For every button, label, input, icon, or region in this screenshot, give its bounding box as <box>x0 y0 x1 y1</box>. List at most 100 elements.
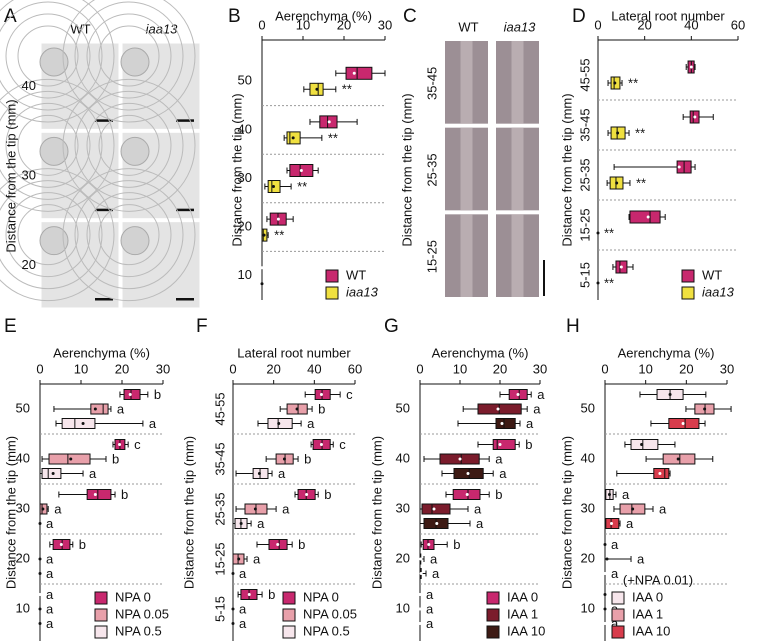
cortex-ring <box>98 114 160 176</box>
box-plot: a <box>604 516 634 531</box>
scale-bar <box>95 298 113 301</box>
significance-label: a <box>46 587 54 602</box>
y-axis-label: Distance from the tip (mm) <box>559 436 574 589</box>
box <box>629 210 661 224</box>
legend-swatch <box>325 269 339 283</box>
box-plot <box>260 261 264 274</box>
significance-label: b <box>121 487 128 502</box>
mean <box>603 593 607 596</box>
box-plot: a <box>419 516 484 531</box>
y-tick-label: 30 <box>396 500 410 515</box>
legend-swatch <box>94 625 108 639</box>
box-plot: a <box>38 587 54 602</box>
y-tick-label: 50 <box>396 400 410 415</box>
x-tick-label: 20 <box>493 361 507 376</box>
column-label: WT <box>458 19 478 34</box>
legend-title: (+NPA 0.01) <box>623 572 693 587</box>
box-plot: ** <box>283 130 338 145</box>
box-plot <box>266 212 294 226</box>
box-plot: b <box>49 537 86 552</box>
box-plot: a <box>257 416 315 431</box>
significance-label: a <box>430 551 438 566</box>
mean <box>262 233 266 237</box>
x-tick-label: 0 <box>594 17 601 32</box>
mean <box>458 457 462 461</box>
mean <box>596 231 600 235</box>
box-plot: b <box>256 537 305 552</box>
mean <box>257 472 261 475</box>
y-axis-label: Distance from the tip (mm) <box>559 93 574 246</box>
legend-swatch <box>282 608 296 622</box>
stele <box>39 47 69 77</box>
mean <box>239 522 243 525</box>
significance-label: a <box>622 487 630 502</box>
cortex-ring <box>17 204 79 266</box>
box-plot: b <box>237 587 275 602</box>
box-plot: a <box>603 537 619 552</box>
y-tick-label: 10 <box>16 600 30 615</box>
mean <box>603 622 607 625</box>
mean <box>93 407 97 411</box>
mean <box>418 607 422 611</box>
box-plot <box>628 210 666 224</box>
significance-label: a <box>611 566 619 581</box>
mean <box>596 281 600 285</box>
significance-label: b <box>154 387 161 402</box>
box-plot: a <box>53 401 125 416</box>
chart-title: Aerenchyma (%) <box>432 345 529 360</box>
x-tick-label: 10 <box>296 17 310 32</box>
significance-label: a <box>499 466 507 481</box>
mean <box>299 169 303 172</box>
cortex-ring <box>86 102 172 188</box>
x-tick-label: 10 <box>453 361 467 376</box>
box <box>421 503 451 515</box>
significance-label: a <box>537 387 545 402</box>
legend-label: NPA 0.5 <box>303 623 350 638</box>
box-plot <box>685 403 732 415</box>
legend-label: WT <box>702 267 722 282</box>
mean <box>253 507 257 511</box>
y-tick-label: 30 <box>581 500 595 515</box>
significance-label: a <box>307 416 315 431</box>
x-tick-label: 30 <box>720 361 734 376</box>
root-center <box>511 127 524 211</box>
row-label: 25-35 <box>424 153 439 186</box>
significance-label: a <box>239 616 247 631</box>
significance-label: a <box>46 601 54 616</box>
x-tick-label: 0 <box>229 361 236 376</box>
row-label: 30 <box>22 167 36 182</box>
significance-label: b <box>318 401 325 416</box>
box-plot: a <box>231 601 247 616</box>
mean <box>81 422 85 425</box>
legend-swatch <box>681 286 695 300</box>
box-plot: b <box>265 451 311 466</box>
box-plot: ** <box>606 175 646 190</box>
root-center <box>511 214 524 297</box>
box-plot: a <box>462 401 541 416</box>
box-plot: a <box>55 416 157 431</box>
mean <box>603 543 607 546</box>
legend-swatch <box>611 625 625 639</box>
y-tick-label: 30 <box>238 170 252 185</box>
root-center <box>460 214 473 297</box>
significance-label: a <box>659 501 667 516</box>
box-plot: a <box>38 516 54 531</box>
y-axis-label: Distance from the tip (mm) <box>3 436 18 589</box>
significance-label: a <box>278 466 286 481</box>
y-tick-label: 20 <box>238 219 252 234</box>
box-plot: a <box>235 501 290 516</box>
mean <box>38 557 42 561</box>
significance-label: a <box>46 516 54 531</box>
mean <box>419 572 423 575</box>
significance-label: a <box>533 401 541 416</box>
cortex-ring <box>0 78 115 212</box>
chart-title: Aerenchyma (%) <box>275 8 372 23</box>
mean <box>631 507 635 511</box>
mean <box>500 422 504 425</box>
box-plot: a <box>38 551 54 566</box>
significance-label: ** <box>604 275 614 290</box>
row-label: 35-45 <box>424 67 439 100</box>
significance-label: c <box>339 437 346 452</box>
box <box>630 439 659 450</box>
